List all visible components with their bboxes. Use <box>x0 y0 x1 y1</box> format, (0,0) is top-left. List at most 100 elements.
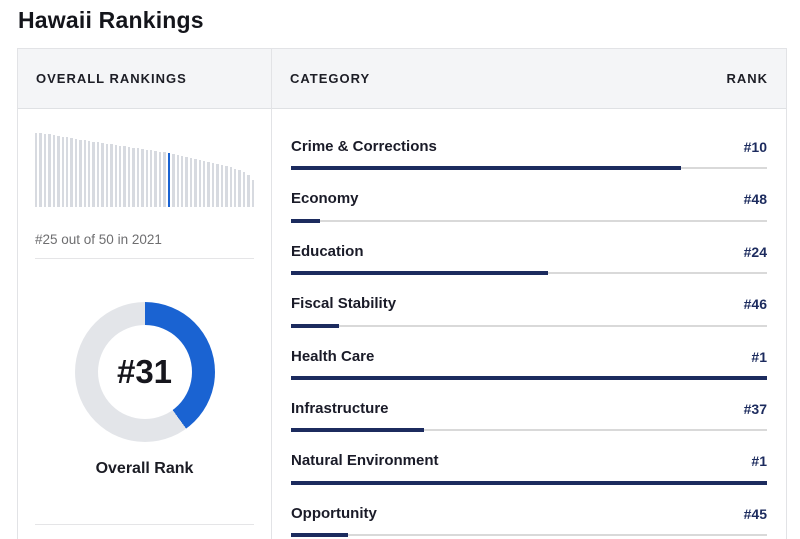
category-row-text: Opportunity #45 <box>291 505 767 522</box>
distribution-bar <box>74 139 78 207</box>
category-row: Education #24 <box>272 223 786 276</box>
category-rank-bar <box>291 166 767 171</box>
distribution-bar <box>123 146 126 207</box>
category-row-text: Health Care #1 <box>291 348 767 365</box>
category-rank-bar-track <box>291 429 767 432</box>
overall-rank-donut-wrap: #31 <box>35 302 254 442</box>
section-divider <box>35 524 254 525</box>
distribution-bar <box>35 133 38 207</box>
distribution-bar <box>43 134 47 207</box>
distribution-bar <box>39 133 42 207</box>
distribution-bar <box>220 165 224 207</box>
category-rank: #10 <box>743 139 767 155</box>
category-rank-bar-track <box>291 219 767 222</box>
distribution-bar <box>92 142 95 207</box>
distribution-bar <box>119 146 122 207</box>
category-row: Natural Environment #1 <box>272 432 786 485</box>
category-label: Infrastructure <box>291 399 389 417</box>
distribution-bar <box>211 163 215 207</box>
category-rank: #24 <box>743 243 767 260</box>
category-rank: #1 <box>751 348 767 365</box>
category-rank-bar <box>291 533 767 538</box>
category-rank-bar-fill <box>291 271 549 276</box>
category-rank-bar <box>291 428 767 433</box>
overall-rank-value: #31 <box>116 353 173 390</box>
category-rank-bar-track <box>291 534 767 537</box>
category-label: Education <box>291 242 364 260</box>
category-header: CATEGORY <box>290 71 371 86</box>
category-rows: Crime & Corrections #10 Economy #48 Educatio… <box>272 109 786 538</box>
distribution-bar <box>233 169 237 207</box>
category-row: Crime & Corrections #10 <box>272 118 786 171</box>
distribution-bar <box>132 148 135 207</box>
distribution-bar <box>180 156 184 207</box>
distribution-bar <box>114 145 118 207</box>
category-rank-bar-fill <box>291 375 767 380</box>
distribution-bar <box>61 137 64 207</box>
category-rank-bar <box>291 480 767 485</box>
distribution-bar <box>83 140 87 207</box>
overall-rankings-header: OVERALL RANKINGS <box>18 49 271 109</box>
category-rank: #45 <box>743 505 767 522</box>
rankings-table: OVERALL RANKINGS #25 out of 50 in 2021 #… <box>17 48 787 539</box>
distribution-bar <box>65 137 69 207</box>
distribution-bar <box>229 167 232 207</box>
category-rank-bar-fill <box>291 428 425 433</box>
category-label: Health Care <box>291 347 375 365</box>
category-label: Crime & Corrections <box>291 138 437 155</box>
category-row-text: Economy #48 <box>291 190 767 207</box>
category-rank-bar <box>291 323 767 328</box>
distribution-bar-highlighted <box>167 153 171 207</box>
overall-rankings-body: #25 out of 50 in 2021 #31 Overall Rank <box>18 127 271 525</box>
category-label: Natural Environment <box>291 452 439 470</box>
category-rank-bar-fill <box>291 166 682 171</box>
category-label: Opportunity <box>291 504 377 522</box>
distribution-bar <box>225 166 228 207</box>
distribution-bar <box>48 134 51 207</box>
distribution-bar <box>79 140 82 207</box>
distribution-bar <box>251 180 255 207</box>
distribution-bar <box>198 160 202 207</box>
distribution-bar <box>149 150 153 207</box>
distribution-bar <box>105 144 109 207</box>
category-label: Economy <box>291 190 359 208</box>
distribution-bar <box>88 141 91 207</box>
distribution-bar <box>127 147 131 207</box>
category-rank: #48 <box>743 191 767 208</box>
category-rank-bar <box>291 271 767 276</box>
overall-distribution-chart <box>35 127 255 207</box>
distribution-bar <box>216 164 219 207</box>
rank-header: RANK <box>726 71 768 86</box>
category-rank-bar-fill <box>291 323 339 328</box>
category-row-text: Fiscal Stability #46 <box>291 295 767 312</box>
overall-rank-donut: #31 <box>74 302 215 442</box>
distribution-bar <box>185 157 188 207</box>
distribution-bar <box>189 158 193 207</box>
category-column: CATEGORY RANK Crime & Corrections #10 Econ… <box>272 49 786 539</box>
distribution-bar <box>57 136 60 207</box>
distribution-bar <box>203 161 206 207</box>
category-rank-bar-fill <box>291 218 320 223</box>
category-row-text: Natural Environment #1 <box>291 452 767 469</box>
category-row: Infrastructure #37 <box>272 380 786 433</box>
category-rank-bar <box>291 218 767 223</box>
distribution-bar <box>242 172 246 207</box>
distribution-bar <box>238 170 241 207</box>
category-label: Fiscal Stability <box>291 295 397 313</box>
category-rank-bar <box>291 375 767 380</box>
distribution-bar <box>247 175 250 207</box>
overall-rankings-column: OVERALL RANKINGS #25 out of 50 in 2021 #… <box>18 49 272 539</box>
overall-rank-label: Overall Rank <box>95 460 194 477</box>
distribution-bar <box>145 150 148 207</box>
distribution-bar <box>101 143 104 207</box>
page-title: Hawaii Rankings <box>18 7 204 33</box>
distribution-bar <box>176 155 179 207</box>
distribution-bar <box>110 144 113 207</box>
category-rank-bar-track <box>291 324 767 327</box>
category-row-text: Education #24 <box>291 243 767 260</box>
distribution-bar <box>163 152 166 207</box>
category-rank: #46 <box>743 296 767 313</box>
distribution-bar <box>158 152 162 207</box>
category-row-text: Crime & Corrections #10 <box>291 138 767 155</box>
category-row-text: Infrastructure #37 <box>291 400 767 417</box>
